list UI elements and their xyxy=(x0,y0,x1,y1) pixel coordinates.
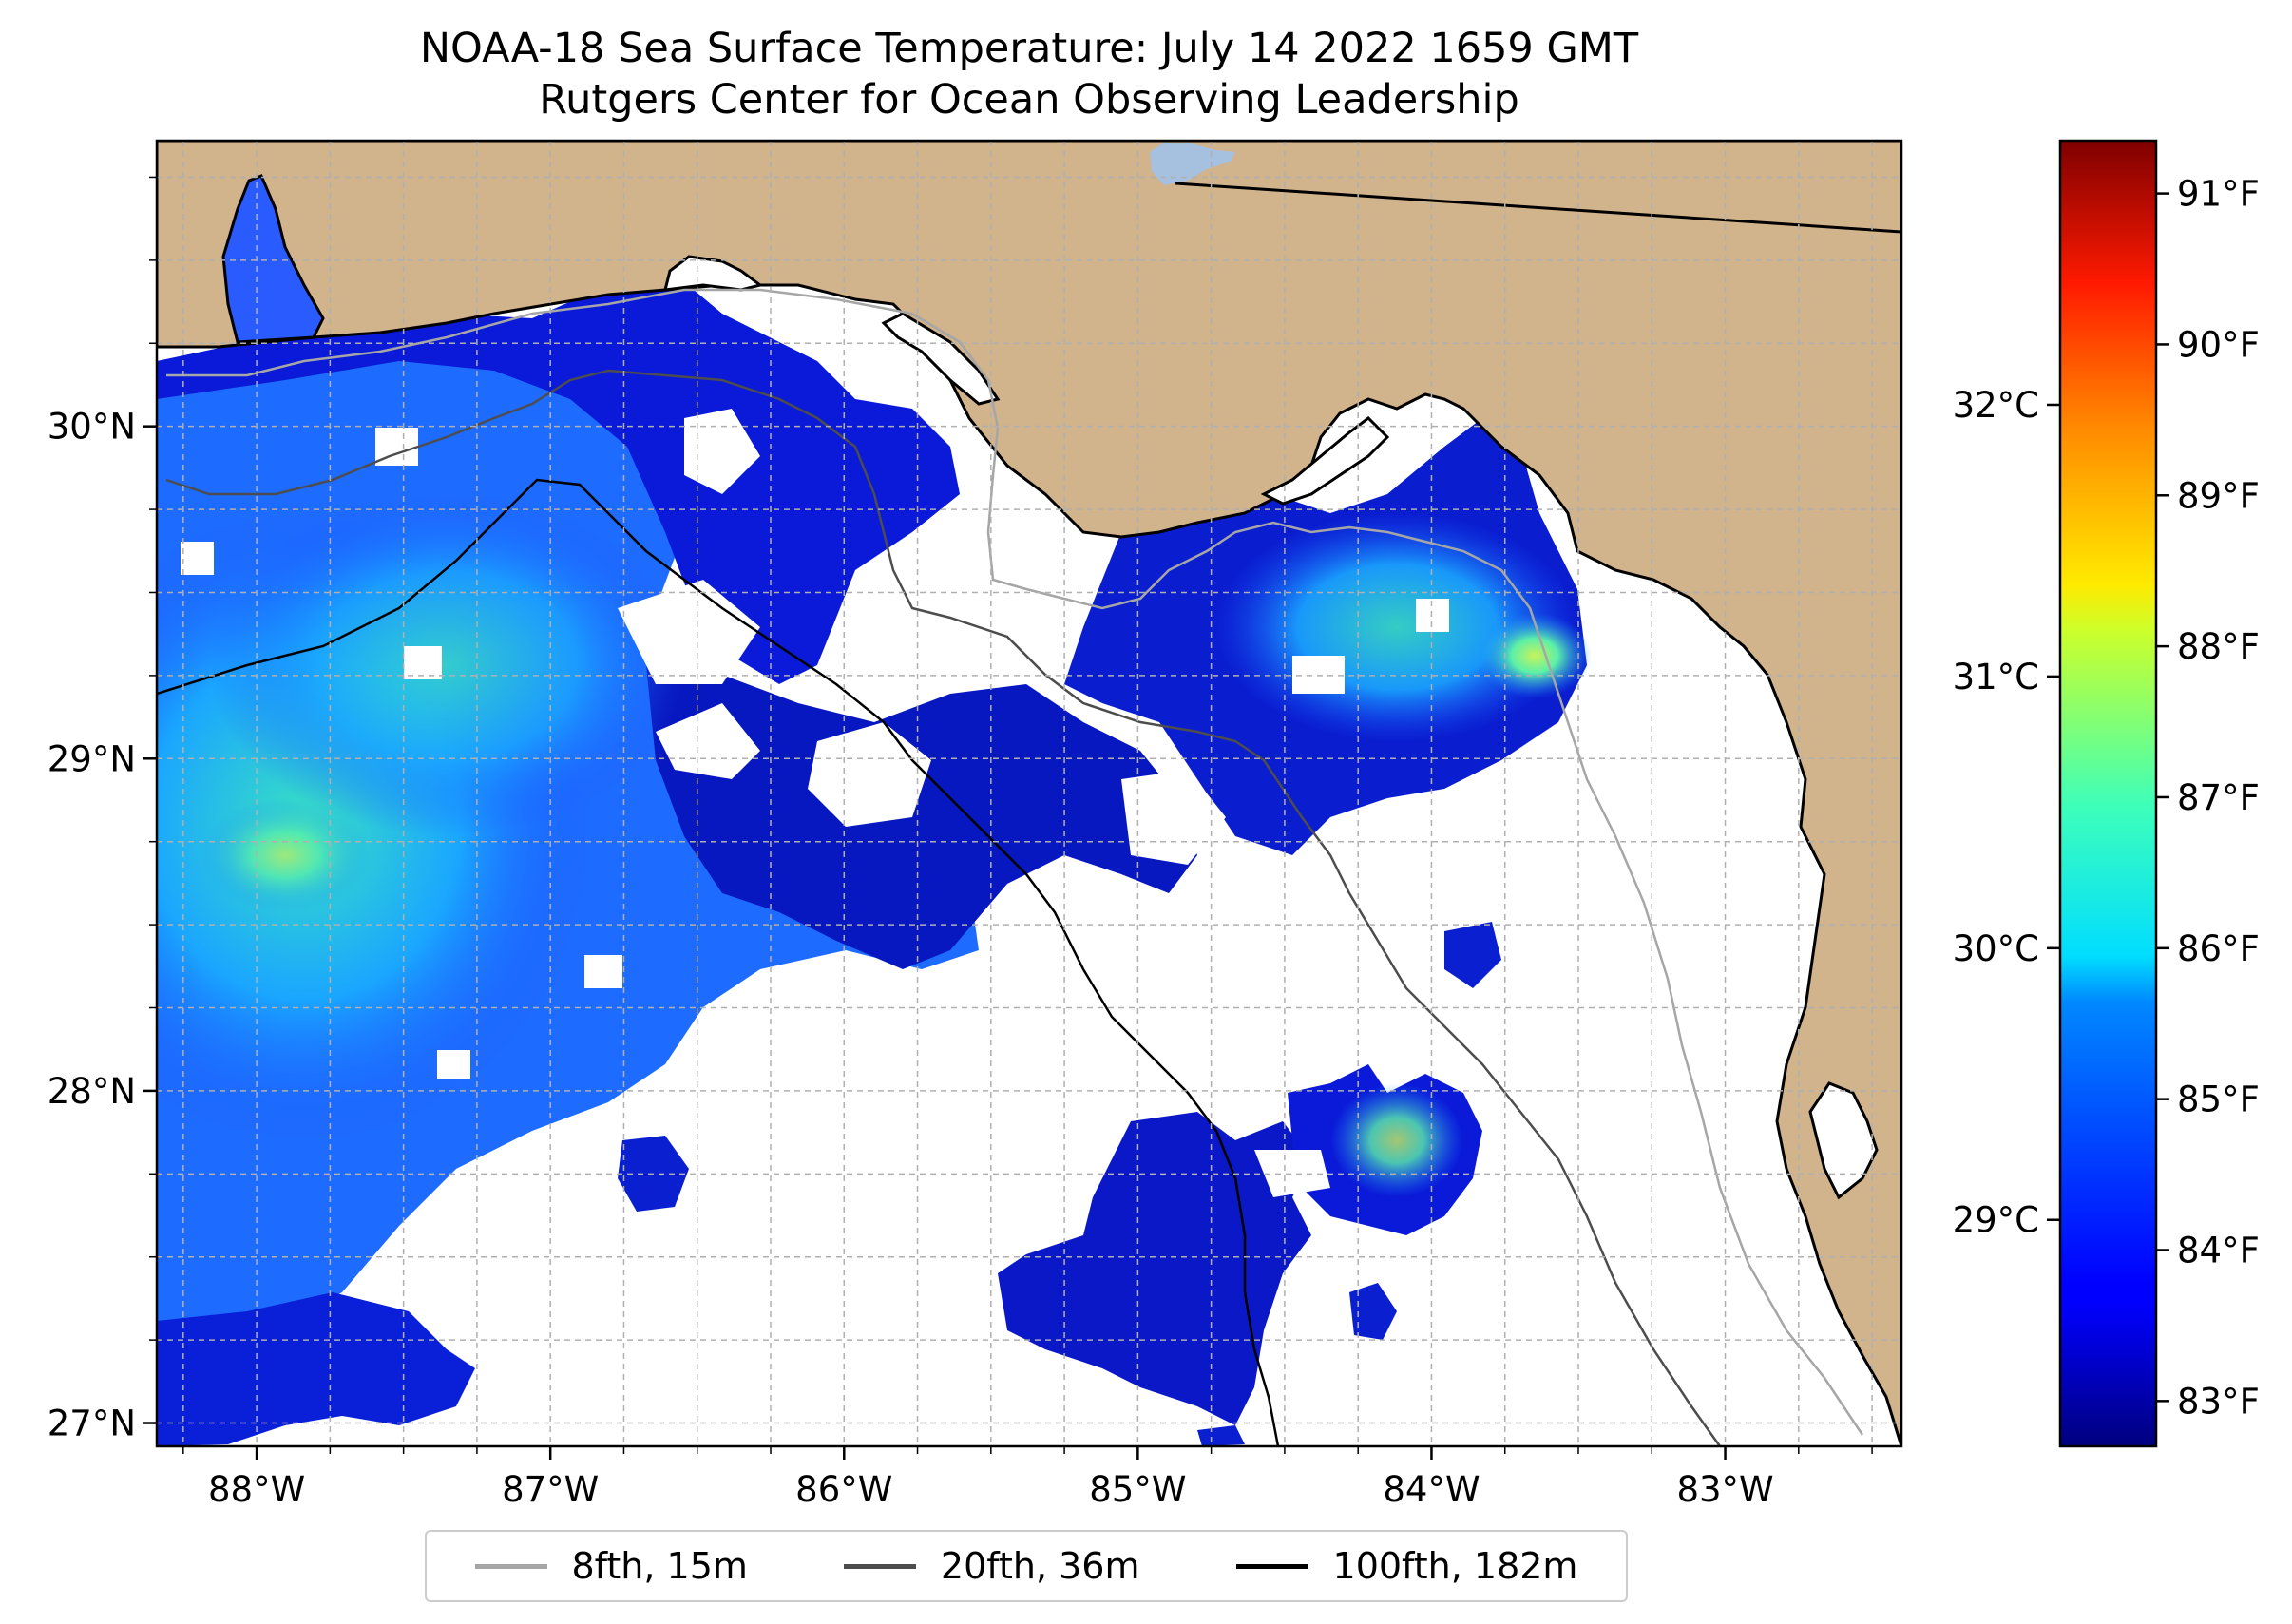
legend-line-20fth xyxy=(843,1563,916,1569)
tick-label-lon: 85°W xyxy=(1089,1469,1186,1510)
colorbar-label-f: 84°F xyxy=(2177,1231,2260,1271)
colorbar-label-c: 29°C xyxy=(1953,1200,2039,1241)
apalachee-bay xyxy=(1260,416,1390,506)
tick-label-lat: 30°N xyxy=(48,407,136,448)
colorbar-label-c: 32°C xyxy=(1953,385,2039,426)
colorbar-label-f: 91°F xyxy=(2177,174,2260,215)
colorbar-label-c: 31°C xyxy=(1953,657,2039,697)
legend-line-8fth xyxy=(474,1563,547,1569)
isobath-8fth xyxy=(166,288,1864,1436)
tick-label-lon: 86°W xyxy=(795,1469,892,1510)
tick-label-lon: 84°W xyxy=(1383,1469,1480,1510)
sst-field xyxy=(157,176,1592,1446)
colorbar-label-f: 87°F xyxy=(2177,777,2260,818)
mobile-bay xyxy=(221,174,325,344)
isobath-20fth xyxy=(165,369,1722,1446)
sst-patch-small-4 xyxy=(1197,1425,1245,1446)
sst-gaps xyxy=(181,409,1449,1197)
tick-label-lon: 83°W xyxy=(1676,1469,1773,1510)
colorbar-label-f: 90°F xyxy=(2177,324,2260,365)
state-border xyxy=(1175,182,1901,234)
choctawhatchee-bay xyxy=(881,312,1001,406)
sst-warm-peak-east xyxy=(1478,613,1592,698)
sst-patch-small-2 xyxy=(1349,1283,1397,1340)
colorbar-label-f: 83°F xyxy=(2177,1381,2260,1422)
sst-warm-peak-west xyxy=(200,798,371,912)
colorbar-label-c: 30°C xyxy=(1953,928,2039,969)
isobath-100fth xyxy=(157,478,1280,1446)
tick-label-lon: 87°W xyxy=(502,1469,599,1510)
legend-label-8fth: 8fth, 15m xyxy=(571,1545,748,1587)
legend-label-100fth: 100fth, 182m xyxy=(1332,1545,1578,1587)
colorbar: 83°F 84°F 85°F 86°F 87°F 88°F 89°F 90°F 91°F 29°C… xyxy=(1953,139,2260,1448)
tick-label-lon: 88°W xyxy=(208,1469,305,1510)
tampa-bay xyxy=(1808,1081,1879,1200)
legend-item-8fth: 8fth, 15m xyxy=(474,1545,748,1587)
legend-item-20fth: 20fth, 36m xyxy=(843,1545,1140,1587)
legend-label-20fth: 20fth, 36m xyxy=(940,1545,1140,1587)
lake xyxy=(1150,143,1235,185)
isobath-legend: 8fth, 15m 20fth, 36m 100fth, 182m xyxy=(425,1530,1628,1602)
colorbar-label-f: 85°F xyxy=(2177,1079,2260,1120)
map-axes: 88°W 87°W 86°W 85°W 84°W 83°W 27°N 28°N 29°N 30°N xyxy=(48,176,1873,1510)
sst-patch-south-central xyxy=(998,1112,1311,1425)
land-northern-coast xyxy=(157,141,1901,1446)
map-title: NOAA-18 Sea Surface Temperature: July 14… xyxy=(419,25,1639,72)
colorbar-label-f: 88°F xyxy=(2177,626,2260,667)
sst-patch-small-3 xyxy=(1444,922,1501,988)
colorbar-ticks: 83°F 84°F 85°F 86°F 87°F 88°F 89°F 90°F 91°F 29°C… xyxy=(1953,174,2260,1423)
sst-patch-central xyxy=(646,665,1197,969)
legend-item-100fth: 100fth, 182m xyxy=(1235,1545,1578,1587)
gridlines xyxy=(157,141,1901,1446)
colorbar-gradient xyxy=(2058,139,2158,1448)
map-area xyxy=(157,141,1901,1446)
tick-label-lat: 27°N xyxy=(48,1404,136,1444)
isobaths xyxy=(157,288,1864,1446)
map-frame xyxy=(155,139,1903,1448)
colorbar-label-f: 86°F xyxy=(2177,928,2260,969)
sst-warm-west-2 xyxy=(209,494,684,836)
tick-label-lat: 29°N xyxy=(48,738,136,779)
tick-label-lat: 28°N xyxy=(48,1071,136,1112)
sst-patch-southwest xyxy=(157,1292,475,1446)
sst-patch-north xyxy=(157,266,960,684)
legend-line-100fth xyxy=(1235,1563,1308,1569)
sst-warm-south xyxy=(1330,1083,1463,1197)
colorbar-label-f: 89°F xyxy=(2177,475,2260,516)
pensacola-bay xyxy=(663,255,764,292)
map-subtitle: Rutgers Center for Ocean Observing Leade… xyxy=(539,76,1519,124)
